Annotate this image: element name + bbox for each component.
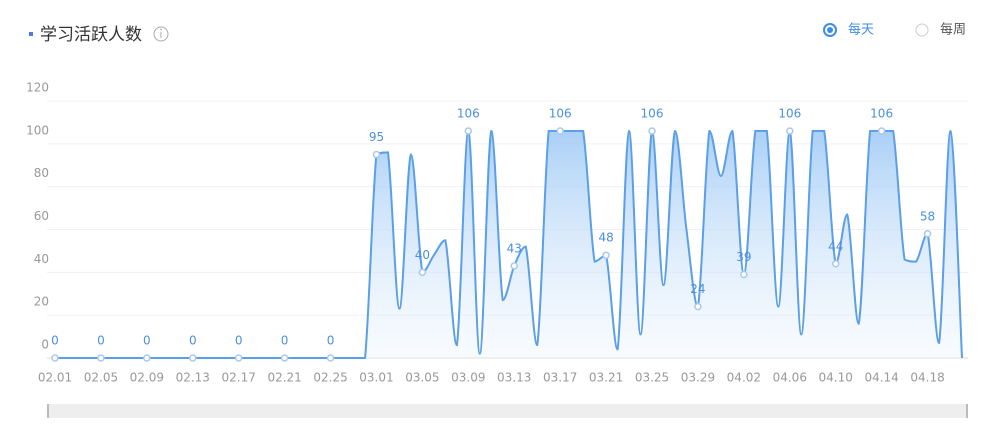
x-tick-label: 02.21 (267, 371, 301, 385)
point (418, 268, 427, 277)
x-tick-label: 02.01 (38, 371, 72, 385)
y-tick-label: 20 (34, 295, 49, 309)
point (877, 127, 886, 135)
view-option[interactable]: 每天 (823, 22, 874, 38)
x-tick-label: 04.06 (773, 371, 807, 385)
x-tick-label: 03.13 (497, 371, 531, 385)
y-tick-label: 40 (34, 252, 49, 266)
data-label: 48 (598, 231, 613, 245)
data-label: 0 (97, 334, 105, 348)
point (280, 354, 289, 362)
x-tick-label: 03.21 (589, 371, 623, 385)
x-tick-label: 02.09 (130, 371, 164, 385)
x-tick-label: 03.01 (359, 371, 393, 385)
data-label: 106 (549, 106, 572, 120)
x-tick-label: 02.13 (176, 371, 210, 385)
data-label: 106 (457, 106, 480, 120)
point (189, 354, 197, 362)
point (786, 127, 794, 135)
y-tick-label: 0 (41, 338, 49, 352)
data-label: 0 (189, 334, 197, 348)
zoom-track[interactable] (47, 404, 968, 418)
point (602, 251, 610, 259)
data-label: 0 (235, 334, 243, 348)
title-marker (29, 32, 33, 36)
data-label: 43 (507, 241, 522, 255)
data-label: 0 (281, 334, 289, 348)
point (464, 127, 473, 135)
point (923, 230, 932, 238)
data-label: 0 (327, 334, 335, 348)
data-label: 44 (828, 239, 843, 253)
data-label: 0 (143, 334, 151, 348)
option-label: 每周 (940, 22, 966, 38)
point (326, 354, 335, 362)
point (556, 127, 564, 135)
data-label: 58 (920, 209, 935, 223)
x-tick-label: 04.14 (864, 371, 898, 385)
option-label: 每天 (848, 22, 874, 38)
chart-title: 学习活跃人数 (40, 25, 142, 45)
point (510, 262, 518, 270)
x-tick-label: 03.25 (635, 371, 669, 385)
point (694, 302, 702, 311)
y-tick-label: 100 (26, 123, 49, 137)
data-label: 40 (415, 248, 430, 262)
data-label: 106 (641, 106, 664, 120)
data-label: 106 (778, 106, 801, 120)
radio-dot (827, 27, 833, 33)
x-tick-label: 04.10 (819, 371, 853, 385)
x-tick-label: 03.29 (681, 371, 715, 385)
point (372, 150, 381, 159)
data-label: 39 (736, 250, 751, 264)
x-tick-label: 04.18 (910, 371, 944, 385)
point (143, 354, 151, 362)
data-label: 24 (690, 282, 705, 296)
x-tick-label: 02.25 (313, 371, 347, 385)
point (234, 354, 243, 362)
zoom-handle[interactable] (966, 404, 968, 418)
x-tick-label: 02.17 (222, 371, 256, 385)
point (51, 354, 59, 362)
y-tick-label: 60 (34, 209, 49, 223)
info-icon[interactable] (153, 26, 169, 42)
x-tick-label: 03.09 (451, 371, 485, 385)
zoom-handle[interactable] (47, 404, 49, 418)
area (55, 130, 962, 358)
radio (915, 23, 929, 37)
y-tick-label: 80 (34, 166, 49, 180)
data-label: 95 (369, 130, 384, 144)
data-label: 0 (51, 334, 59, 348)
x-tick-label: 03.17 (543, 371, 577, 385)
x-tick-label: 04.02 (727, 371, 761, 385)
point (97, 354, 105, 362)
y-tick-label: 120 (26, 81, 49, 95)
x-tick-label: 03.05 (405, 371, 439, 385)
view-option[interactable]: 每周 (915, 22, 966, 38)
point (831, 260, 840, 268)
point (740, 270, 748, 279)
point (648, 127, 656, 135)
data-label: 106 (870, 106, 893, 120)
x-tick-label: 02.05 (84, 371, 118, 385)
